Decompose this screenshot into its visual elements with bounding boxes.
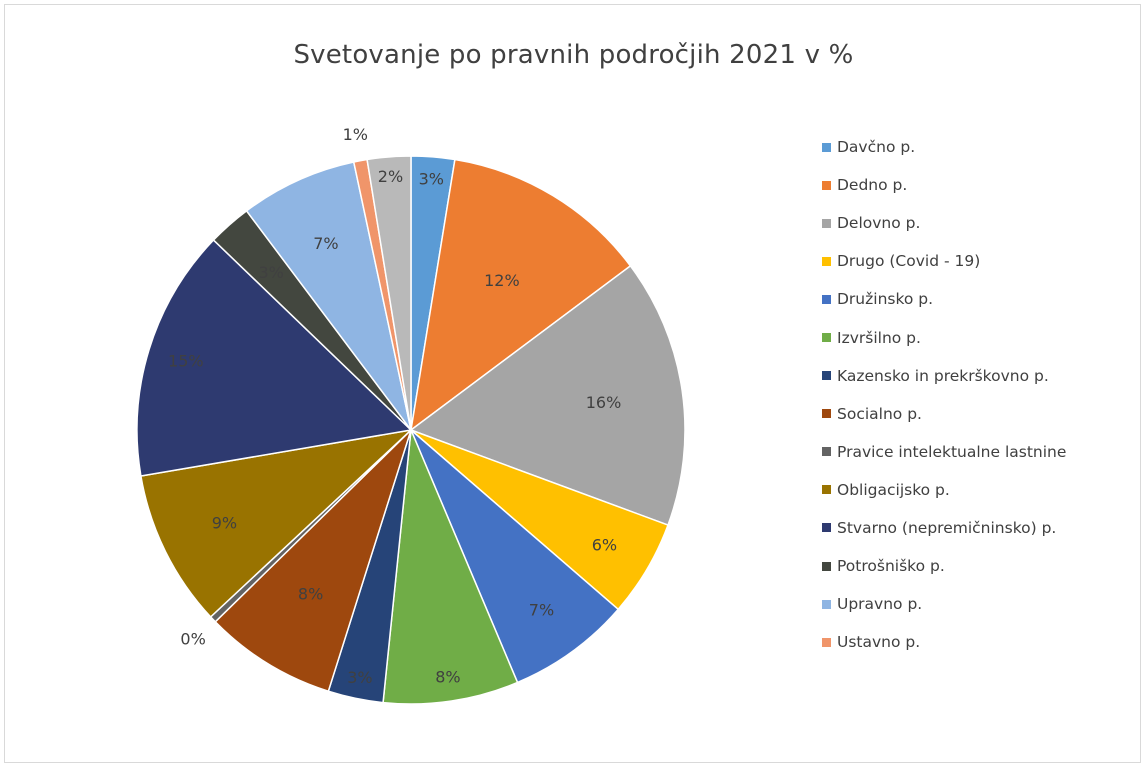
legend-swatch — [822, 523, 831, 533]
chart-legend: Davčno p. Dedno p. Delovno p. Drugo (Covid … — [822, 128, 1066, 661]
pie-data-label: 8% — [298, 584, 323, 603]
legend-swatch — [822, 599, 831, 609]
legend-item: Dedno p. — [822, 166, 1066, 204]
legend-item: Socialno p. — [822, 395, 1066, 433]
pie-data-label: 15% — [168, 352, 204, 371]
legend-item: Izvršilno p. — [822, 318, 1066, 356]
pie-slice — [382, 429, 519, 705]
pie-slice — [410, 429, 620, 684]
legend-swatch — [822, 409, 831, 419]
pie-data-label: 3% — [347, 668, 372, 687]
legend-label: Potrošniško p. — [837, 557, 945, 576]
legend-item: Stvarno (nepremičninsko) p. — [822, 509, 1066, 547]
legend-label: Upravno p. — [837, 595, 923, 614]
legend-label: Dedno p. — [837, 176, 908, 195]
chart-title: Svetovanje po pravnih področjih 2021 v % — [293, 40, 854, 70]
legend-swatch — [822, 142, 831, 152]
legend-item: Družinsko p. — [822, 280, 1066, 318]
pie-data-label: 7% — [529, 601, 554, 620]
pie-data-label: 7% — [313, 234, 338, 253]
legend-item: Pravice intelektualne lastnine — [822, 433, 1066, 471]
pie-data-label: 0% — [180, 629, 205, 648]
legend-swatch — [822, 218, 831, 228]
pie-data-label: 8% — [435, 668, 460, 687]
legend-item: Potrošniško p. — [822, 547, 1066, 585]
pie-data-label: 3% — [259, 263, 284, 282]
legend-swatch — [822, 561, 831, 571]
legend-swatch — [822, 637, 831, 647]
pie-data-labels: 3% 12% 16% 6% 7% 8% 3% 8% 0% 9% 15% 3% 7% 1% 2% — [168, 125, 621, 687]
legend-item: Davčno p. — [822, 128, 1066, 166]
pie-data-label: 6% — [592, 535, 617, 554]
legend-label: Delovno p. — [837, 214, 921, 233]
pie-data-label: 16% — [586, 393, 622, 412]
pie-slice — [366, 155, 412, 431]
legend-swatch — [822, 447, 831, 457]
pie-slice — [140, 428, 414, 618]
pie-slice — [409, 264, 686, 527]
pie-slice — [214, 429, 412, 693]
legend-label: Pravice intelektualne lastnine — [837, 442, 1067, 461]
legend-swatch — [822, 485, 831, 495]
legend-label: Družinsko p. — [837, 290, 934, 309]
pie-data-label: 12% — [484, 271, 520, 290]
legend-swatch — [822, 333, 831, 343]
legend-label: Stvarno (nepremičninsko) p. — [837, 518, 1057, 537]
legend-item: Delovno p. — [822, 204, 1066, 242]
legend-label: Davčno p. — [837, 138, 916, 157]
pie-slice — [409, 158, 632, 432]
legend-label: Izvršilno p. — [837, 328, 921, 347]
legend-swatch — [822, 371, 831, 381]
legend-swatch — [822, 294, 831, 304]
legend-item: Upravno p. — [822, 585, 1066, 623]
legend-label: Socialno p. — [837, 404, 922, 423]
pie-data-label: 1% — [343, 125, 368, 144]
pie-slice — [245, 161, 412, 431]
legend-label: Kazensko in prekrškovno p. — [837, 366, 1049, 385]
legend-item: Obligacijsko p. — [822, 471, 1066, 509]
legend-label: Ustavno p. — [837, 633, 921, 652]
pie-data-label: 3% — [419, 170, 444, 189]
pie-slices — [136, 155, 686, 705]
pie-data-label: 2% — [378, 167, 403, 186]
legend-label: Drugo (Covid - 19) — [837, 252, 981, 271]
legend-label: Obligacijsko p. — [837, 480, 950, 499]
legend-swatch — [822, 256, 831, 266]
legend-item: Kazensko in prekrškovno p. — [822, 357, 1066, 395]
legend-item: Drugo (Covid - 19) — [822, 242, 1066, 280]
legend-swatch — [822, 180, 831, 190]
legend-item: Ustavno p. — [822, 623, 1066, 661]
pie-data-label: 9% — [212, 513, 237, 532]
pie-slice — [136, 238, 413, 477]
